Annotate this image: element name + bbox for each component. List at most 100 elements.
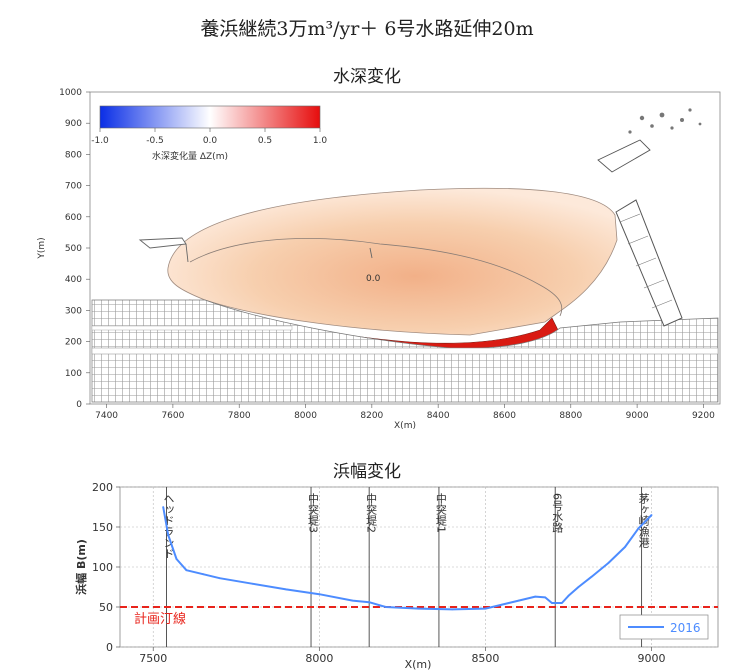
colorbar-tick-label: -1.0 [91,136,109,146]
colorbar-gradient [99,105,321,129]
groin-mid [369,247,373,259]
series-point [318,593,321,596]
map-y-tick-label: 500 [65,244,82,254]
series-point [590,575,593,578]
chart-y-tick-label: 50 [99,601,113,614]
chart-annotations: ヘッドランド 中突堤3 中突堤2 中突堤1 6号水路 茅ヶ崎漁港 [162,487,650,647]
accretion-region [167,187,618,336]
chart-x-tick-label: 7500 [139,652,167,665]
chart-y-tick-label: 0 [106,641,113,654]
map-y-tick-label: 400 [65,275,82,285]
chart-x-label: X(m) [405,658,432,671]
reference-line-label: 計画汀線 [134,611,186,627]
port-breakwater [615,199,683,327]
series-point [351,599,354,602]
main-title: 養浜継続3万m³/yr＋ 6号水路延伸20m [200,18,534,40]
colorbar: -1.0 -0.5 0.0 0.5 1.0 水深変化量 ΔZ(m) [91,94,332,174]
port-arm [597,139,651,173]
series-point [167,534,170,536]
chart-legend: 2016 [619,614,709,640]
map-x-tick-label: 8400 [427,411,450,421]
map-x-label: X(m) [394,421,416,431]
offshore-islets [628,108,702,134]
map-x-tick-label: 8800 [559,411,582,421]
series-point [162,506,165,508]
map-y-tick-label: 1000 [59,88,82,98]
map-y-tick-label: 100 [65,369,82,379]
structure-label: 中突堤1 [434,493,447,533]
series-point [517,599,520,602]
map-y-axis: 0 100 200 300 400 500 600 700 800 900 1000 [59,88,90,410]
map-y-tick-label: 700 [65,182,82,192]
road-band [91,347,719,355]
chart-y-tick-label: 100 [92,561,113,574]
groin-left-stem [185,243,189,263]
series-point [650,514,653,516]
map-x-tick-label: 8200 [360,411,383,421]
series-point [218,577,221,580]
structure-label: 中突堤3 [307,493,320,533]
chart-y-axis: 0 50 100 150 200 [92,481,120,654]
map-x-tick-label: 8600 [493,411,516,421]
map-x-tick-label: 9000 [626,411,649,421]
map-panel: 0.0 0 100 200 300 400 500 600 700 800 900 1000 740… [37,88,721,431]
series-point [285,588,288,591]
map-y-tick-label: 600 [65,213,82,223]
series-point [185,569,188,572]
colorbar-tick-label: 0.0 [203,136,218,146]
map-y-tick-label: 200 [65,338,82,348]
series-point [624,546,626,548]
chart-x-tick-label: 8000 [305,652,333,665]
chart-y-label: 浜幅 B(m) [74,539,88,595]
series-point [251,582,254,585]
series-point [534,595,537,598]
colorbar-tick-label: 0.5 [258,136,272,146]
chart-x-tick-label: 8500 [471,652,499,665]
series-point [484,607,487,610]
series-point [451,608,454,611]
series-point [384,606,387,608]
port-breakwater-hatch [619,213,673,309]
map-x-tick-label: 8000 [294,411,317,421]
reference-line-group: 計画汀線 [120,606,718,627]
chart-y-tick-label: 150 [92,521,113,534]
series-point [202,573,204,576]
series-point [560,602,563,604]
series-point [567,594,570,597]
map-title: 水深変化 [333,67,401,87]
series-point [544,596,547,599]
series-point [175,558,178,560]
map-y-tick-label: 0 [76,400,82,410]
map-y-tick-label: 800 [65,150,82,160]
map-x-tick-label: 7400 [95,411,118,421]
series-point [577,586,580,588]
series-point [607,562,610,564]
chart-series-group [162,506,653,611]
series-point [368,601,371,604]
chart-x-tick-label: 9000 [638,652,666,665]
colorbar-tick-label: 1.0 [313,136,328,146]
map-x-axis: 7400 7600 7800 8000 8200 8400 8600 8800 9000 9200 [95,404,715,421]
map-y-tick-label: 300 [65,306,82,316]
road-band-2 [91,325,293,331]
colorbar-ticks: -1.0 -0.5 0.0 0.5 1.0 [91,128,327,146]
colorbar-tick-label: -0.5 [146,136,164,146]
legend-label: 2016 [670,621,701,635]
structure-label: 6号水路 [551,493,564,534]
map-x-tick-label: 7800 [228,411,251,421]
series-point [501,603,503,606]
structure-label: 中突堤2 [365,493,378,533]
series-line [162,506,653,611]
map-x-tick-label: 9200 [692,411,715,421]
contour-line [189,238,563,317]
map-x-tick-label: 7600 [161,411,184,421]
chart-x-axis: 7500 8000 8500 9000 [139,647,666,665]
map-y-tick-label: 900 [65,119,82,129]
width-chart: ヘッドランド 中突堤3 中突堤2 中突堤1 6号水路 茅ヶ崎漁港 計画汀線 0501001… [74,481,719,671]
chart-title: 浜幅変化 [333,462,401,482]
map-y-label: Y(m) [37,237,47,259]
colorbar-label: 水深変化量 ΔZ(m) [152,150,228,162]
series-point [550,602,553,604]
series-point [637,527,640,530]
